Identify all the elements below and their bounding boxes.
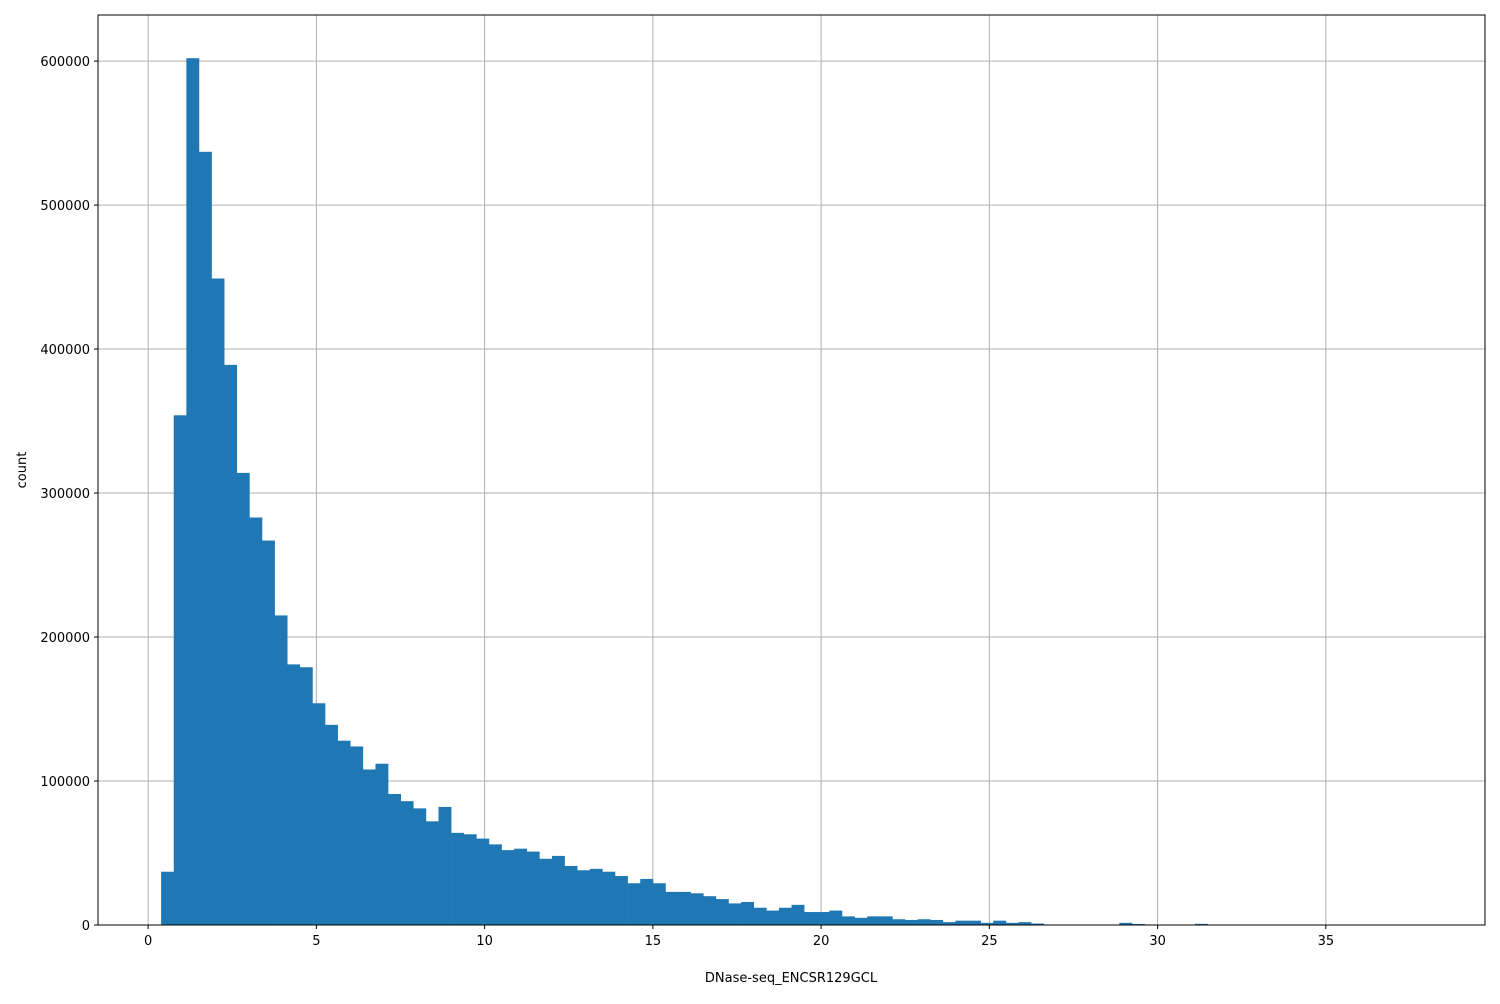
x-tick-label: 25	[981, 934, 998, 949]
y-tick-label: 400000	[40, 343, 90, 358]
histogram-bar	[338, 741, 351, 925]
y-tick-label: 0	[82, 919, 90, 934]
histogram-bar	[464, 834, 477, 925]
histogram-bar	[829, 911, 842, 925]
y-tick-label: 200000	[40, 631, 90, 646]
y-tick-label: 300000	[40, 487, 90, 502]
histogram-bar	[628, 883, 641, 925]
histogram-bar	[905, 920, 918, 925]
histogram-bar	[817, 912, 830, 925]
y-tick-label: 100000	[40, 775, 90, 790]
x-tick-label: 15	[645, 934, 662, 949]
histogram-bar	[350, 746, 363, 925]
y-tick-label: 600000	[40, 55, 90, 70]
histogram-bar	[968, 921, 981, 925]
histogram-bar	[325, 725, 338, 925]
histogram-bar	[754, 908, 767, 925]
histogram-bar	[287, 664, 300, 925]
histogram-bar	[514, 849, 527, 925]
histogram-bar	[792, 905, 805, 925]
histogram-bar	[728, 903, 741, 925]
x-axis-ticks: 0 5 10 15 20 25 30 35	[144, 925, 1334, 949]
histogram-bar	[842, 916, 855, 925]
y-axis-ticks: 0 100000 200000 300000 400000 500000 600000	[40, 55, 98, 934]
histogram-bar	[174, 415, 187, 925]
histogram-bar	[426, 821, 439, 925]
histogram-bar	[375, 764, 388, 925]
y-axis-label: count	[15, 452, 30, 489]
histogram-bar	[741, 902, 754, 925]
histogram-bar	[993, 921, 1006, 925]
x-tick-label: 30	[1149, 934, 1166, 949]
x-tick-label: 20	[813, 934, 830, 949]
histogram-bar	[678, 892, 691, 925]
histogram-bar	[716, 899, 729, 925]
histogram-bar	[502, 850, 515, 925]
histogram-bar	[602, 872, 615, 925]
histogram-bar	[804, 912, 817, 925]
histogram-bar	[451, 833, 464, 925]
histogram-bar	[275, 615, 288, 925]
histogram-bar	[918, 919, 931, 925]
histogram-bar	[653, 883, 666, 925]
histogram-bar	[930, 920, 943, 925]
histogram-bar	[363, 769, 376, 925]
y-tick-label: 500000	[40, 199, 90, 214]
x-tick-label: 10	[476, 934, 493, 949]
histogram-bar	[249, 518, 262, 925]
histogram-bar	[199, 152, 212, 925]
x-tick-label: 35	[1318, 934, 1335, 949]
histogram-bar	[527, 852, 540, 925]
histogram-bar	[577, 870, 590, 925]
histogram-bar	[237, 473, 250, 925]
histogram-bar	[186, 58, 199, 925]
histogram-bar	[262, 541, 275, 925]
histogram-bar	[665, 892, 678, 925]
histogram-bar	[565, 866, 578, 925]
histogram-bar	[401, 801, 414, 925]
histogram-bar	[413, 808, 426, 925]
histogram-bar	[615, 876, 628, 925]
histogram-bar	[590, 869, 603, 925]
x-axis-label: DNase-seq_ENCSR129GCL	[705, 971, 878, 986]
histogram-bar	[766, 911, 779, 925]
histogram-bar	[224, 365, 237, 925]
histogram-bar	[867, 916, 880, 925]
histogram-bar	[476, 839, 489, 925]
histogram-bar	[892, 919, 905, 925]
histogram-bar	[779, 908, 792, 925]
histogram-bar	[388, 794, 401, 925]
histogram-bar	[300, 667, 313, 925]
histogram-bar	[212, 278, 225, 925]
x-tick-label: 5	[312, 934, 320, 949]
bars	[161, 58, 1422, 925]
histogram-bar	[161, 872, 174, 925]
histogram-bar	[955, 921, 968, 925]
histogram-bar	[312, 703, 325, 925]
histogram-bar	[489, 844, 502, 925]
histogram-bar	[855, 918, 868, 925]
histogram-bar	[439, 807, 452, 925]
histogram-bar	[539, 859, 552, 925]
x-tick-label: 0	[144, 934, 152, 949]
histogram-bar	[640, 879, 653, 925]
histogram-bar	[703, 896, 716, 925]
histogram-bar	[691, 893, 704, 925]
histogram-bar	[880, 916, 893, 925]
histogram-bar	[552, 856, 565, 925]
